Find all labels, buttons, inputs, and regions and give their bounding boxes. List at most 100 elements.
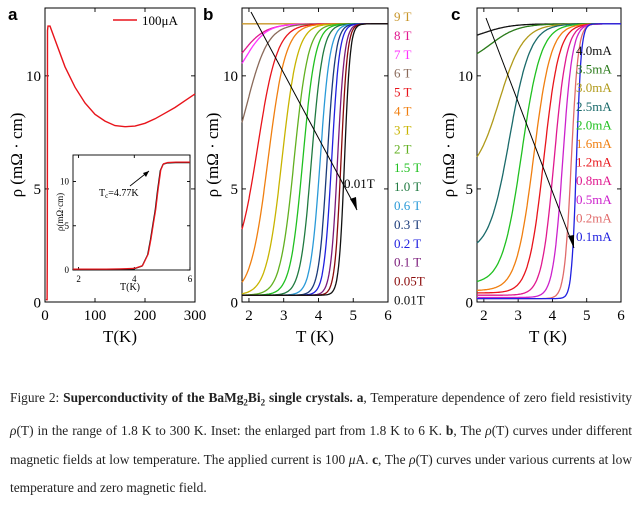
panel-b-arrow-label: 0.01T: [344, 176, 375, 191]
legend-label: 0.1 T: [394, 255, 421, 270]
y-tick-label: 5: [231, 182, 239, 198]
panel-a-xlabel: T(K): [103, 327, 137, 346]
panel-b-ticks: 2 3 4 5 6 0 5 10: [223, 8, 392, 324]
x-tick-label: 300: [184, 308, 207, 324]
legend-label: 0.1mA: [576, 229, 612, 244]
figure-caption: Figure 2: Superconductivity of the BaMg2…: [10, 390, 633, 496]
panel-c: c 2 3 4 5 6 0 5 10 ρ (mΩ · cm) T (K) 4.0mA 3.5mA…: [439, 5, 625, 346]
x-tick-label: 4: [315, 308, 323, 324]
panel-a-inset-ylabel: ρ(mΩ·cm): [55, 193, 65, 231]
legend-label: 0.6 T: [394, 198, 421, 213]
panel-b-frame: [241, 7, 389, 303]
x-tick-label: 3: [280, 308, 288, 324]
panel-c-frame: [476, 7, 622, 303]
legend-label: 8 T: [394, 28, 412, 43]
panel-b-curves: [241, 23, 388, 296]
series-line-1.5 T: [242, 23, 388, 296]
y-tick-label: 5: [65, 221, 70, 231]
series-line-4.0mA: [476, 23, 621, 36]
panel-c-xlabel: T (K): [529, 327, 567, 346]
x-tick-label: 6: [384, 308, 392, 324]
legend-label: 0.5mA: [576, 192, 612, 207]
panel-b: b 2 3 4 5 6 0 5 10 ρ (mΩ · cm) T (K) 0.01T 9 T 8…: [203, 5, 425, 346]
legend-label: 3.5mA: [576, 62, 612, 77]
panel-a-inset-ticks: 2 4 6 0 5 10: [60, 155, 193, 284]
y-tick-label: 0: [466, 295, 474, 311]
legend-label: 4.0mA: [576, 43, 612, 58]
legend-label: 1.2mA: [576, 155, 612, 170]
series-line-3 T: [241, 23, 388, 295]
legend-label: 0.3 T: [394, 217, 421, 232]
y-tick-label: 10: [223, 69, 238, 85]
panel-b-letter: b: [203, 5, 213, 24]
panel-a-inset-tc-label: Tc=4.77K: [99, 188, 139, 200]
series-line-0.1mA: [477, 23, 621, 300]
panel-a-letter: a: [8, 5, 18, 24]
panel-c-ylabel: ρ (mΩ · cm): [439, 113, 458, 198]
x-tick-label: 2: [480, 308, 488, 324]
panel-a-inset-tc-arrowhead: [143, 171, 149, 177]
y-tick-label: 0: [65, 265, 70, 275]
caption-b-letter: b: [445, 423, 454, 439]
x-tick-label: 3: [514, 308, 522, 324]
panel-a-curves: [45, 25, 196, 301]
x-tick-label: 0: [41, 308, 49, 324]
panel-b-arrowhead: [350, 197, 357, 210]
legend-label: 0.01T: [394, 293, 425, 308]
series-line-0.3 T: [242, 23, 388, 296]
series-line-0.2 T: [242, 23, 388, 296]
legend-label: 4 T: [394, 104, 412, 119]
legend-label: 6 T: [394, 66, 412, 81]
panel-a-ticks: 0 100 200 300 0 5 10: [26, 8, 206, 324]
x-tick-label: 5: [583, 308, 591, 324]
legend-label: 9 T: [394, 9, 412, 24]
y-tick-label: 0: [34, 295, 42, 311]
y-tick-label: 10: [26, 69, 41, 85]
series-line-100μA: [45, 25, 196, 301]
panel-a-inset-curves: [72, 161, 190, 271]
legend-label: 1.0 T: [394, 179, 421, 194]
legend-label: 0.8mA: [576, 173, 612, 188]
series-line-0.05T: [242, 23, 388, 296]
caption-a-letter: a: [356, 390, 364, 405]
y-tick-label: 10: [458, 69, 473, 85]
caption-c-letter: c: [372, 451, 379, 467]
legend-label: 7 T: [394, 47, 412, 62]
panel-c-arrow: [485, 17, 575, 249]
legend-label: 1.6mA: [576, 136, 612, 151]
y-tick-label: 5: [34, 182, 42, 198]
legend-label: 5 T: [394, 85, 412, 100]
x-tick-label: 4: [549, 308, 557, 324]
panel-a-inset-xlabel: T(K): [120, 282, 140, 293]
legend-label: 3 T: [394, 122, 412, 137]
x-tick-label: 200: [134, 308, 157, 324]
legend-label: 3.0mA: [576, 80, 612, 95]
x-tick-label: 2: [245, 308, 253, 324]
panel-b-arrow: [250, 11, 358, 211]
panel-b-xlabel: T (K): [296, 327, 334, 346]
x-tick-label: 4: [132, 274, 137, 284]
panel-a-frame: [44, 7, 196, 303]
series-line-5 T: [241, 23, 388, 230]
panel-b-legend: 9 T 8 T 7 T 6 T 5 T 4 T 3 T 2 T 1.5 T 1.0 T 0.6 T 0…: [394, 9, 425, 308]
inset-series-line: [73, 161, 190, 270]
series-line-0.6 T: [242, 23, 388, 296]
series-line-1.0 T: [242, 23, 388, 296]
panel-a-inset-frame: [72, 154, 191, 271]
panel-b-ylabel: ρ (mΩ · cm): [203, 113, 222, 198]
legend-label: 1.5 T: [394, 160, 421, 175]
panel-a-ylabel: ρ (mΩ · cm): [7, 113, 26, 198]
panel-c-curves: [476, 23, 621, 300]
legend-label: 2.0mA: [576, 117, 612, 132]
legend-label: 2.5mA: [576, 99, 612, 114]
panel-c-ticks: 2 3 4 5 6 0 5 10: [458, 8, 625, 324]
series-line-0.01T: [242, 23, 388, 296]
caption-title: Superconductivity of the BaMg2Bi2 single…: [63, 390, 353, 408]
x-tick-label: 6: [188, 274, 193, 284]
series-line-8 T: [241, 23, 388, 54]
caption-prefix: Figure 2:: [10, 390, 64, 405]
x-tick-label: 100: [84, 308, 107, 324]
panel-c-arrowhead: [568, 235, 574, 248]
